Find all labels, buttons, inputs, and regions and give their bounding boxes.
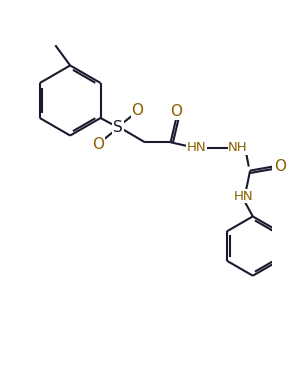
Text: NH: NH: [228, 141, 248, 154]
Text: O: O: [93, 137, 105, 152]
Text: O: O: [275, 159, 286, 174]
Text: HN: HN: [186, 141, 206, 154]
Text: HN: HN: [234, 190, 253, 203]
Text: O: O: [131, 103, 144, 118]
Text: O: O: [170, 104, 183, 119]
Text: S: S: [113, 120, 123, 135]
